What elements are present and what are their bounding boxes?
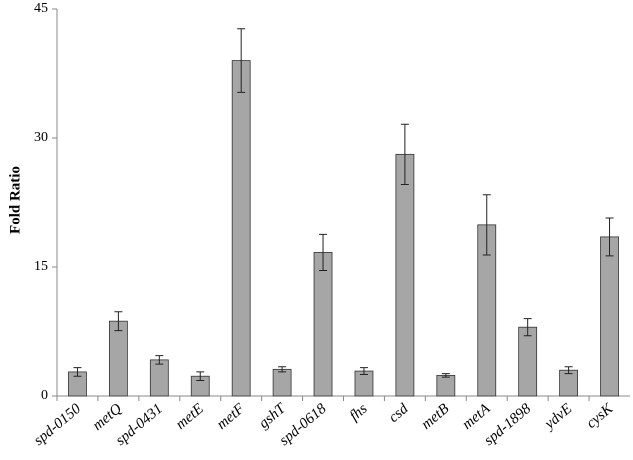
- bar: [600, 236, 619, 397]
- x-tick-label: metQ: [90, 401, 125, 434]
- y-tick-label: 30: [34, 130, 48, 145]
- x-tick-label: metF: [214, 400, 249, 433]
- error-bar: [523, 318, 532, 337]
- x-tick-label: cysK: [583, 400, 616, 432]
- x-tick-label: metA: [459, 400, 494, 433]
- bar: [272, 368, 292, 397]
- error-bar: [155, 355, 164, 365]
- x-tick-label: spd-0618: [277, 400, 330, 448]
- bar: [108, 320, 128, 397]
- x-tick-label: metB: [418, 401, 452, 433]
- y-axis-label: Fold Ratio: [7, 166, 23, 234]
- error-bar: [278, 366, 287, 373]
- error-bar: [359, 367, 368, 375]
- bar: [231, 60, 251, 397]
- bar: [518, 326, 538, 397]
- error-bar: [400, 123, 409, 185]
- x-tick-label: spd-1898: [481, 400, 534, 448]
- bar: [395, 153, 415, 397]
- bar: [149, 359, 169, 397]
- error-bar: [73, 367, 82, 377]
- x-tick-label: spd-0150: [31, 400, 84, 448]
- error-bar: [114, 311, 123, 332]
- x-tick-label: csd: [386, 400, 412, 425]
- x-tick-label: metE: [173, 401, 207, 433]
- x-tick-label: ydvE: [540, 401, 575, 434]
- x-tick-label: spd-0431: [113, 401, 166, 449]
- x-tick-label: gshT: [256, 400, 290, 432]
- y-tick-label: 15: [34, 259, 48, 274]
- bar: [436, 374, 456, 397]
- error-bar: [237, 28, 246, 93]
- error-bar: [564, 366, 573, 375]
- error-bar: [196, 371, 205, 382]
- x-tick-label: fhs: [347, 401, 371, 425]
- error-bar: [482, 194, 491, 256]
- y-tick-label: 0: [41, 388, 48, 403]
- y-tick-label: 45: [34, 1, 48, 16]
- error-bar: [605, 217, 614, 257]
- error-bar: [441, 373, 450, 378]
- error-bar: [319, 233, 328, 271]
- bar: [313, 251, 333, 397]
